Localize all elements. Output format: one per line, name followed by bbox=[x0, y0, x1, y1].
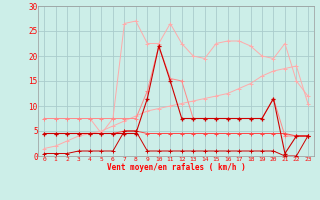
X-axis label: Vent moyen/en rafales ( km/h ): Vent moyen/en rafales ( km/h ) bbox=[107, 163, 245, 172]
